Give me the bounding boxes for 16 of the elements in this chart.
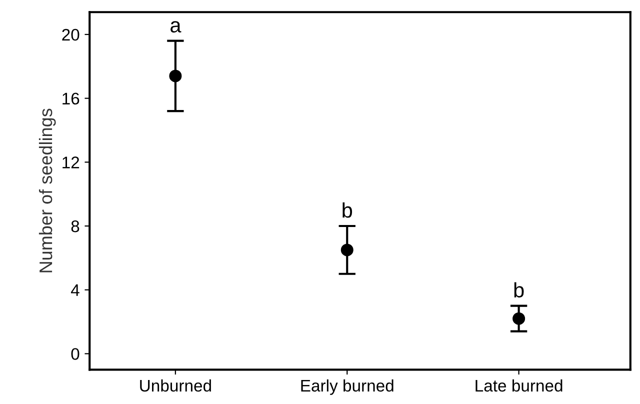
annotation: b [514, 282, 524, 298]
y-tick-label: 16 [62, 92, 80, 105]
y-tick-label: 4 [70, 284, 80, 296]
x-tick-label: Early burned [301, 379, 394, 395]
y-tick-label: 20 [62, 28, 80, 41]
y-tick-label: 12 [62, 156, 80, 168]
x-tick-label: Unburned [140, 379, 211, 392]
point [512, 312, 526, 325]
y-axis-title: Number of seedlings [38, 108, 56, 272]
annotation: a [170, 21, 182, 33]
point [169, 70, 182, 82]
x-tick-label: Late burned [476, 379, 562, 392]
y-tick-label: 8 [71, 220, 80, 232]
annotation: b [342, 202, 352, 218]
y-tick-label: 0 [71, 348, 80, 360]
point [340, 244, 354, 256]
